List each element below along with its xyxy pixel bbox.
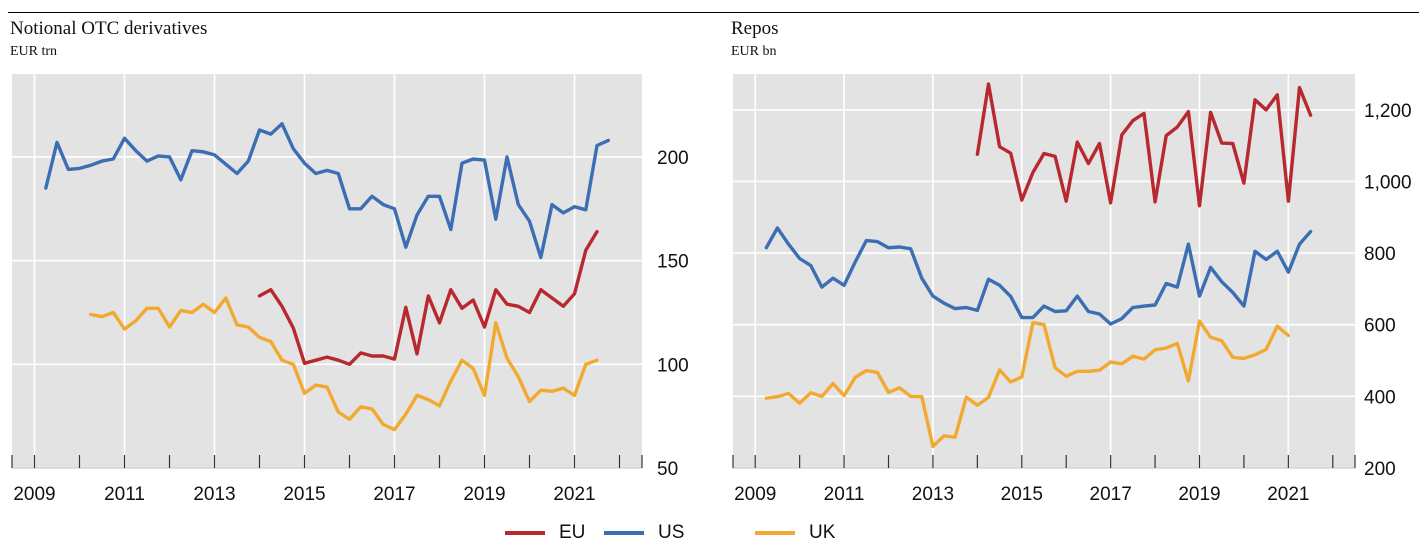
plot-background	[733, 74, 1355, 468]
plot-background	[12, 74, 642, 468]
y-tick-label-150: 150	[657, 252, 689, 273]
x-tick-label-2017: 2017	[373, 484, 415, 505]
legend-label-uk: UK	[809, 522, 836, 543]
x-tick-label-2009: 2009	[734, 484, 776, 505]
legend-item-us: US	[604, 521, 684, 545]
x-tick-label-2013: 2013	[193, 484, 235, 505]
y-tick-label-800: 800	[1364, 244, 1396, 265]
x-tick-label-2021: 2021	[1267, 484, 1309, 505]
x-tick-label-2009: 2009	[13, 484, 55, 505]
y-tick-label-600: 600	[1364, 316, 1396, 337]
legend-label-us: US	[658, 522, 685, 543]
left-panel-unit: EUR trn	[10, 44, 58, 59]
legend-item-uk: UK	[755, 521, 835, 545]
x-tick-label-2019: 2019	[1178, 484, 1220, 505]
x-tick-label-2013: 2013	[912, 484, 954, 505]
y-tick-label-1200: 1,200	[1364, 101, 1412, 122]
x-tick-label-2019: 2019	[463, 484, 505, 505]
y-tick-label-400: 400	[1364, 387, 1396, 408]
legend: EU US UK	[0, 521, 1419, 545]
x-tick-label-2015: 2015	[283, 484, 325, 505]
legend-swatch-us	[604, 531, 644, 535]
y-tick-label-1000: 1,000	[1364, 172, 1412, 193]
x-tick-label-2021: 2021	[553, 484, 595, 505]
x-tick-label-2015: 2015	[1001, 484, 1043, 505]
series-line-uk	[89, 296, 599, 432]
series-line-us	[764, 226, 1313, 326]
legend-swatch-eu	[505, 531, 545, 535]
left-panel-title: Notional OTC derivatives	[10, 18, 208, 39]
x-tick-label-2011: 2011	[104, 484, 145, 505]
series-line-eu	[975, 82, 1313, 208]
y-tick-label-100: 100	[657, 355, 689, 376]
series-line-us	[44, 122, 610, 260]
x-tick-label-2011: 2011	[824, 484, 865, 505]
legend-label-eu: EU	[559, 522, 586, 543]
series-line-uk	[764, 319, 1291, 449]
legend-item-eu: EU	[505, 521, 585, 545]
y-tick-label-200: 200	[657, 148, 689, 169]
y-tick-label-200: 200	[1364, 459, 1396, 480]
top-rule	[8, 12, 1419, 13]
x-tick-label-2017: 2017	[1090, 484, 1132, 505]
right-panel-title: Repos	[731, 18, 779, 39]
right-panel-unit: EUR bn	[731, 44, 777, 59]
legend-swatch-uk	[755, 531, 795, 535]
series-line-eu	[257, 229, 599, 366]
y-tick-label-50: 50	[657, 459, 678, 480]
